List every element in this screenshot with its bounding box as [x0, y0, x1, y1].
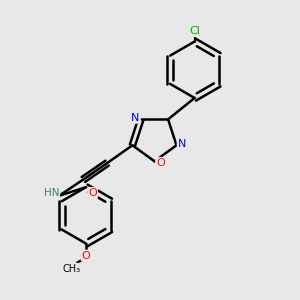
- Text: O: O: [88, 188, 97, 198]
- Text: Cl: Cl: [189, 26, 200, 36]
- Text: CH₃: CH₃: [62, 264, 80, 274]
- Text: N: N: [131, 113, 140, 123]
- Text: N: N: [178, 139, 186, 149]
- Text: HN: HN: [44, 188, 59, 198]
- Text: O: O: [156, 158, 165, 168]
- Text: O: O: [82, 250, 91, 260]
